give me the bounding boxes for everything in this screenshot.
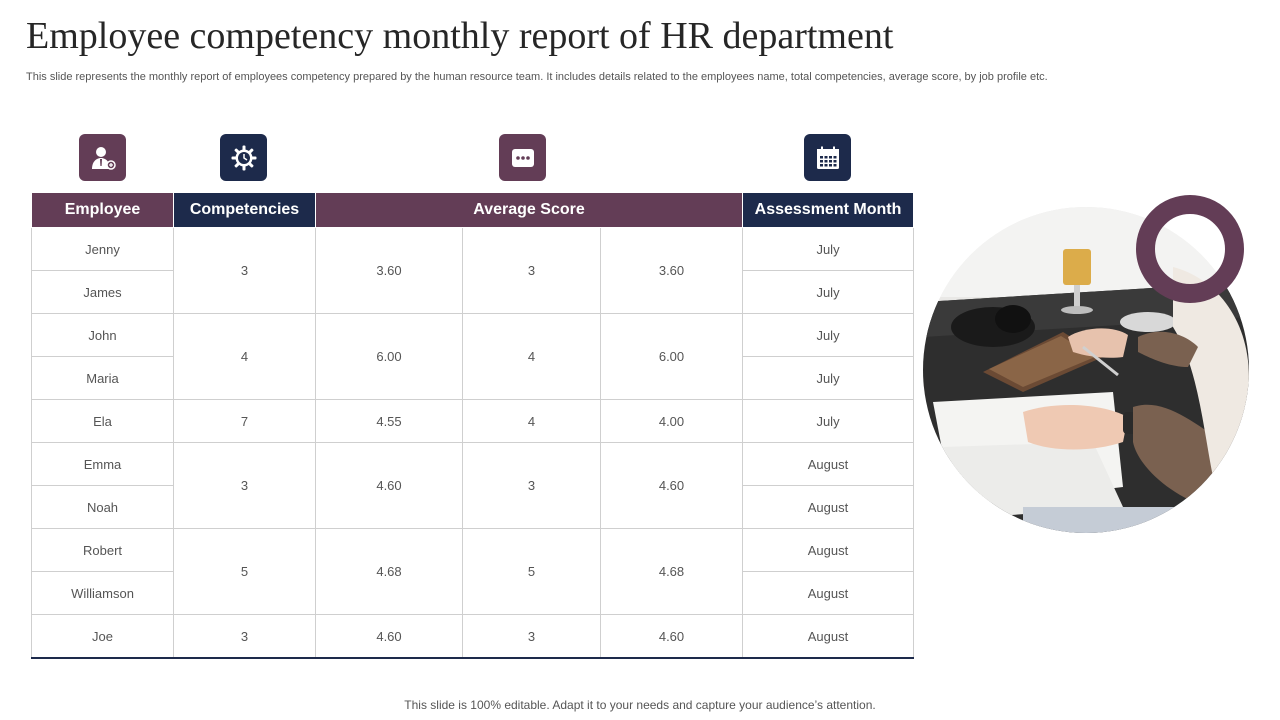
score-cell: 6.00 (315, 313, 463, 400)
employee-name: Jenny (31, 227, 174, 271)
employee-name: Emma (31, 442, 174, 486)
score-cell: 4 (462, 399, 601, 443)
score-cell: 4.60 (599, 442, 744, 529)
competency-table: Employee Competencies Average Score Asse… (31, 192, 915, 659)
employee-name: Ela (31, 399, 174, 443)
score-cell: 6.00 (599, 313, 744, 400)
month-cell: July (742, 313, 915, 357)
month-cell: August (742, 614, 915, 659)
employee-name: Noah (31, 485, 174, 529)
score-cell: 4.60 (315, 614, 463, 659)
month-cell: July (742, 227, 915, 271)
table-row: Maria July (31, 356, 915, 400)
competencies-cell: 4 (173, 313, 316, 400)
employee-name: John (31, 313, 174, 357)
employee-name: Maria (31, 356, 174, 400)
slide-subtitle: This slide represents the monthly report… (26, 71, 1048, 83)
score-dots-icon (499, 134, 546, 181)
decorative-ring (1136, 195, 1244, 303)
table-row: Robert 5 4.68 5 4.68 August (31, 528, 915, 615)
gear-clock-icon (220, 134, 267, 181)
slide-footer: This slide is 100% editable. Adapt it to… (404, 698, 876, 712)
employee-name: Williamson (31, 571, 174, 615)
score-cell: 3 (462, 614, 601, 659)
month-cell: August (742, 442, 915, 486)
table-row: John 4 6.00 4 6.00 July (31, 313, 915, 400)
header-average-score: Average Score (314, 192, 744, 228)
table-row: Ela 7 4.55 4 4.00 July (31, 399, 915, 443)
score-cell: 3 (462, 227, 601, 314)
score-cell: 4.68 (599, 528, 744, 615)
score-cell: 4.55 (315, 399, 463, 443)
calendar-icon (804, 134, 851, 181)
month-cell: August (742, 571, 915, 615)
table-row: Noah August (31, 485, 915, 529)
employee-name: Joe (31, 614, 174, 659)
score-cell: 4.00 (599, 399, 744, 443)
competencies-cell: 3 (173, 227, 316, 314)
table-row: Emma 3 4.60 3 4.60 August (31, 442, 915, 529)
score-cell: 4.60 (599, 614, 744, 659)
score-cell: 5 (462, 528, 601, 615)
slide-title: Employee competency monthly report of HR… (26, 15, 894, 57)
score-cell: 3.60 (315, 227, 463, 314)
header-competencies: Competencies (173, 192, 316, 228)
employee-icon (79, 134, 126, 181)
header-assessment-month: Assessment Month (742, 192, 915, 228)
office-desk-photo (923, 207, 1249, 533)
table-row: Jenny 3 3.60 3 3.60 July (31, 227, 915, 314)
month-cell: August (742, 528, 915, 572)
score-cell: 4.60 (315, 442, 463, 529)
table-row: James July (31, 270, 915, 314)
month-cell: July (742, 399, 915, 443)
competencies-cell: 3 (173, 614, 316, 659)
month-cell: July (742, 270, 915, 314)
score-cell: 3 (462, 442, 601, 529)
table-row: Williamson August (31, 571, 915, 615)
month-cell: August (742, 485, 915, 529)
score-cell: 4.68 (315, 528, 463, 615)
score-cell: 3.60 (599, 227, 744, 314)
competencies-cell: 5 (173, 528, 316, 615)
competencies-cell: 3 (173, 442, 316, 529)
score-cell: 4 (462, 313, 601, 400)
header-employee: Employee (31, 192, 174, 228)
month-cell: July (742, 356, 915, 400)
table-row: Joe 3 4.60 3 4.60 August (31, 614, 915, 659)
employee-name: Robert (31, 528, 174, 572)
employee-name: James (31, 270, 174, 314)
competencies-cell: 7 (173, 399, 316, 443)
table-header-row: Employee Competencies Average Score Asse… (31, 192, 915, 228)
